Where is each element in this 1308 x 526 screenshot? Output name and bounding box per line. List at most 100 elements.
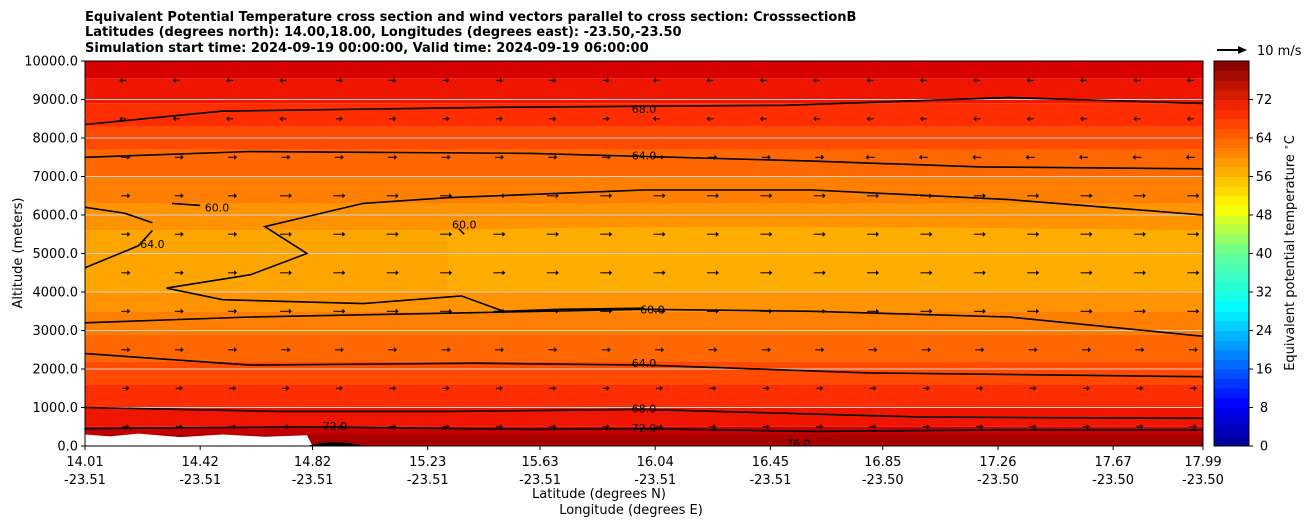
- contour-label: 68.0: [632, 402, 657, 415]
- wind-vector-head: [500, 154, 504, 160]
- wind-vector-head: [606, 116, 610, 122]
- wind-vector-head: [234, 231, 238, 237]
- x-tick-label-lon: -23.51: [749, 473, 791, 488]
- temperature-band: [85, 334, 1203, 362]
- wind-vector-head: [394, 154, 398, 160]
- wind-vector-head: [287, 347, 291, 353]
- wind-vector-head: [1080, 116, 1083, 122]
- wind-vector-head: [446, 424, 450, 430]
- wind-vector-head: [769, 231, 773, 237]
- wind-vector-head: [1142, 193, 1146, 199]
- colorbar-swatch: [1214, 349, 1249, 360]
- wind-vector-head: [339, 385, 343, 391]
- contour-line: [458, 227, 465, 235]
- wind-vector-head: [1087, 385, 1090, 391]
- wind-vector-head: [1141, 347, 1145, 353]
- colorbar-tick-label: 64: [1256, 132, 1273, 147]
- colorbar-swatch: [1214, 436, 1249, 447]
- x-tick-label-lon: -23.50: [1182, 473, 1224, 488]
- colorbar-swatch: [1214, 292, 1249, 303]
- y-tick-label: 6000.0: [33, 209, 79, 224]
- x-tick-label-lon: -23.51: [64, 473, 106, 488]
- contour-line: [85, 150, 1203, 170]
- x-tick-label-lat: 15.23: [409, 455, 446, 470]
- wind-vector-head: [502, 308, 506, 314]
- y-tick-label: 8000.0: [33, 132, 79, 147]
- wind-vector-head: [929, 308, 933, 314]
- x-tick-label-lon: -23.51: [407, 473, 449, 488]
- wind-vector-head: [1089, 308, 1093, 314]
- wind-vector-head: [822, 193, 826, 199]
- wind-vector-head: [172, 77, 176, 83]
- wind-vector-head: [1132, 154, 1136, 160]
- y-axis: 0.0 1000.0 2000.0 3000.0 4000.0 5000.0 6000.0 7…: [24, 55, 85, 455]
- wind-vector-head: [981, 347, 985, 353]
- wind-vector-head: [1036, 270, 1040, 276]
- chart-title-line-1: Equivalent Potential Temperature cross s…: [85, 10, 856, 25]
- wind-vector-head: [873, 385, 877, 391]
- colorbar-swatch: [1214, 407, 1249, 418]
- colorbar-swatch: [1214, 340, 1249, 351]
- colorbar-tick-label: 40: [1256, 247, 1273, 262]
- y-tick-label: 4000.0: [33, 286, 79, 301]
- temperature-band: [85, 292, 1203, 312]
- wind-vector-head: [286, 424, 290, 430]
- wind-vector-head: [499, 77, 503, 83]
- wind-vector-head: [394, 347, 398, 353]
- wind-vector-head: [1186, 116, 1190, 122]
- y-tick-label: 9000.0: [33, 93, 79, 108]
- wind-vector-head: [606, 77, 610, 83]
- wind-vector-head: [662, 270, 666, 276]
- wind-vector-head: [713, 385, 717, 391]
- wind-vector-head: [1142, 308, 1146, 314]
- colorbar-swatch: [1214, 301, 1249, 312]
- wind-vector-head: [820, 385, 824, 391]
- contour-label: 64.0: [632, 149, 657, 162]
- colorbar-swatch: [1214, 147, 1249, 158]
- wind-vector-head: [447, 347, 451, 353]
- wind-vector-head: [279, 116, 283, 122]
- x-tick-label-lon: -23.51: [634, 473, 676, 488]
- wind-vector-head: [606, 385, 610, 391]
- wind-vector-head: [876, 270, 879, 276]
- contour-line: [166, 189, 1203, 289]
- contour-label: 72.0: [323, 420, 348, 433]
- wind-vector-head: [982, 193, 986, 199]
- wind-vector-head: [234, 154, 238, 160]
- colorbar-tick-label: 24: [1256, 324, 1273, 339]
- contour-labels: 68.0 64.0 60.0 64.0 68.0 72.0 72.0 76.0 60.0 64.0…: [140, 103, 811, 446]
- y-tick-label: 5000.0: [33, 247, 79, 262]
- wind-vector-head: [553, 385, 557, 391]
- wind-vector-head: [555, 193, 559, 199]
- contour-line: [166, 287, 645, 313]
- wind-vector-head: [342, 193, 346, 199]
- wind-vector-head: [926, 424, 930, 430]
- wind-vector-head: [499, 385, 503, 391]
- chart-title-line-3: Simulation start time: 2024-09-19 00:00:…: [85, 41, 649, 56]
- wind-vector-head: [555, 231, 559, 237]
- wind-vector-head: [119, 116, 123, 122]
- colorbar-swatch: [1214, 243, 1249, 254]
- x-tick-label-lat: 17.26: [979, 455, 1016, 470]
- wind-vector-head: [180, 270, 184, 276]
- wind-vector-head: [555, 270, 559, 276]
- wind-vector-head: [555, 308, 559, 314]
- wind-vector-head: [553, 116, 557, 122]
- wind-vector-head: [972, 154, 976, 160]
- wind-vector-head: [340, 347, 344, 353]
- colorbar-swatch: [1214, 272, 1249, 283]
- x-tick-label-lat: 14.42: [182, 455, 219, 470]
- wind-vector-head: [446, 77, 450, 83]
- wind-vector-head: [873, 424, 877, 430]
- x-tick-label-lat: 16.45: [752, 455, 789, 470]
- wind-vector-head: [714, 154, 718, 160]
- wind-vector-head: [127, 270, 131, 276]
- wind-vector-head: [395, 231, 399, 237]
- wind-vector-head: [1036, 308, 1040, 314]
- wind-vector-head: [660, 424, 663, 430]
- wind-vector-head: [1196, 308, 1200, 314]
- wind-vector-head: [759, 116, 763, 122]
- wind-vector-head: [766, 424, 770, 430]
- wind-vector-head: [769, 270, 773, 276]
